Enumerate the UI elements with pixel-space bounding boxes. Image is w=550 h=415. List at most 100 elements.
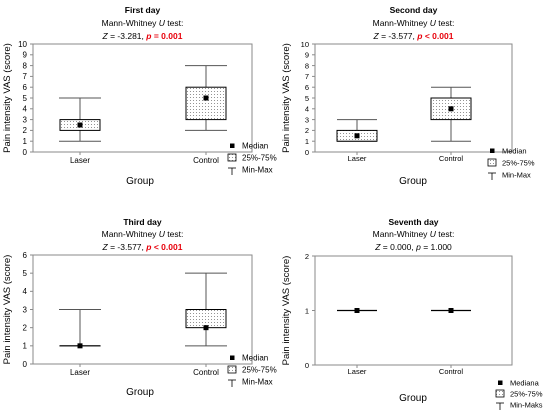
legend-whisker-label: Min-Max [242, 378, 273, 387]
y-axis-label: Pain intensity VAS (score) [2, 255, 13, 365]
p-value-label: p [415, 242, 421, 252]
x-tick-label: Laser [348, 367, 367, 376]
p-value-label: p [145, 242, 151, 252]
legend-whisker-label: Min-Max [242, 166, 273, 175]
legend-median-symbol [230, 143, 235, 148]
p-value-label: p [416, 31, 422, 41]
y-tick-label: 6 [23, 83, 28, 92]
y-tick-label: 10 [301, 40, 309, 49]
y-tick-label: 5 [23, 94, 28, 103]
legend-box-symbol [495, 389, 505, 398]
legend-median-label: Median [502, 147, 527, 156]
y-tick-label: 0 [305, 148, 309, 157]
box-control [430, 86, 472, 142]
median-marker [448, 308, 454, 313]
x-axis-label: Group [399, 393, 427, 404]
y-tick-label: 1 [305, 306, 309, 315]
legend-box-label: 25%-75% [502, 159, 535, 168]
y-tick-label: 3 [23, 305, 28, 314]
legend-whisker-label: Min-Max [502, 171, 531, 180]
legend-median-symbol [490, 148, 495, 153]
legend: Median 25%-75% Min-Max [487, 147, 535, 180]
p-value-label: p [145, 31, 151, 41]
y-tick-label: 1 [305, 137, 309, 146]
p-value: = 0.001 [151, 31, 182, 41]
median-marker [203, 325, 209, 331]
y-tick-label: 6 [305, 83, 309, 92]
box-laser [59, 97, 101, 142]
chart-title: Second day [390, 5, 438, 15]
y-tick-label: 8 [305, 61, 309, 70]
chart-panel-3: Third day Mann-Whitney U test: Z = -3.577,… [2, 217, 277, 398]
test-statistic-label: Z = -3.281, p = 0.001 [102, 31, 183, 41]
y-tick-label: 7 [23, 72, 28, 81]
y-tick-label: 0 [23, 360, 28, 369]
chart-panel-4: Seventh day Mann-Whitney U test: Z = 0.000… [281, 217, 543, 410]
box-control [431, 308, 471, 313]
median-marker [77, 343, 83, 349]
y-axis-label: Pain intensity VAS (score) [281, 256, 292, 366]
median-marker [354, 133, 360, 139]
legend-box-symbol [487, 158, 497, 167]
legend-median-label: Median [242, 354, 268, 363]
x-tick-label: Laser [70, 368, 90, 377]
x-tick-label: Laser [70, 156, 90, 165]
legend-box-symbol [227, 365, 237, 374]
x-tick-label: Laser [348, 154, 367, 163]
median-marker [203, 95, 209, 101]
legend-median-label: Mediana [510, 379, 540, 388]
y-tick-label: 4 [305, 105, 309, 114]
y-tick-label: 2 [305, 126, 309, 135]
y-tick-label: 1 [23, 137, 28, 146]
x-axis-label: Group [126, 387, 154, 398]
y-tick-label: 5 [305, 94, 309, 103]
median-marker [448, 106, 454, 112]
y-tick-label: 9 [23, 51, 28, 60]
chart-title: Third day [123, 217, 162, 227]
test-statistic-label: Z = 0.000, p = 1.000 [374, 242, 452, 252]
legend-box-label: 25%-75% [510, 390, 543, 399]
box-laser [336, 119, 378, 142]
legend: Median 25%-75% Min-Max [227, 142, 277, 175]
p-value: < 0.001 [422, 31, 453, 41]
x-tick-label: Control [439, 367, 464, 376]
x-tick-label: Control [439, 154, 464, 163]
y-tick-label: 3 [23, 115, 28, 124]
y-tick-label: 7 [305, 72, 309, 81]
y-tick-label: 2 [23, 323, 28, 332]
test-name-label: Mann-Whitney U test: [102, 229, 184, 239]
test-name-label: Mann-Whitney U test: [373, 18, 455, 28]
y-tick-label: 0 [23, 148, 28, 157]
chart-title: First day [125, 5, 161, 15]
y-tick-label: 10 [18, 40, 27, 49]
y-tick-label: 2 [305, 252, 309, 261]
x-tick-label: Control [193, 368, 219, 377]
median-marker [354, 308, 360, 313]
p-value: < 0.001 [151, 242, 182, 252]
test-statistic-label: Z = -3.577, p < 0.001 [373, 31, 454, 41]
y-tick-label: 2 [23, 126, 28, 135]
median-marker [77, 122, 83, 128]
chart-panel-1: First day Mann-Whitney U test: Z = -3.281,… [2, 5, 277, 187]
x-axis-label: Group [399, 176, 427, 187]
y-tick-label: 0 [305, 361, 309, 370]
y-axis-label: Pain intensity VAS (score) [281, 43, 292, 153]
legend-whisker-label: Min-Maks [510, 401, 543, 410]
box-control [185, 65, 227, 131]
test-name-label: Mann-Whitney U test: [102, 18, 184, 28]
box-laser [59, 309, 101, 349]
x-axis-label: Group [126, 176, 154, 187]
legend: Median 25%-75% Min-Max [227, 354, 277, 387]
y-tick-label: 4 [23, 287, 28, 296]
chart-title: Seventh day [388, 217, 438, 227]
y-tick-label: 6 [23, 251, 28, 260]
test-name-label: Mann-Whitney U test: [373, 229, 455, 239]
iqr-box [185, 86, 227, 121]
box-laser [337, 308, 377, 313]
iqr-box [185, 309, 227, 329]
test-statistic-label: Z = -3.577, p < 0.001 [102, 242, 183, 252]
chart-panel-2: Second day Mann-Whitney U test: Z = -3.577… [281, 5, 535, 187]
legend-median-symbol [230, 355, 235, 360]
y-tick-label: 1 [23, 342, 28, 351]
